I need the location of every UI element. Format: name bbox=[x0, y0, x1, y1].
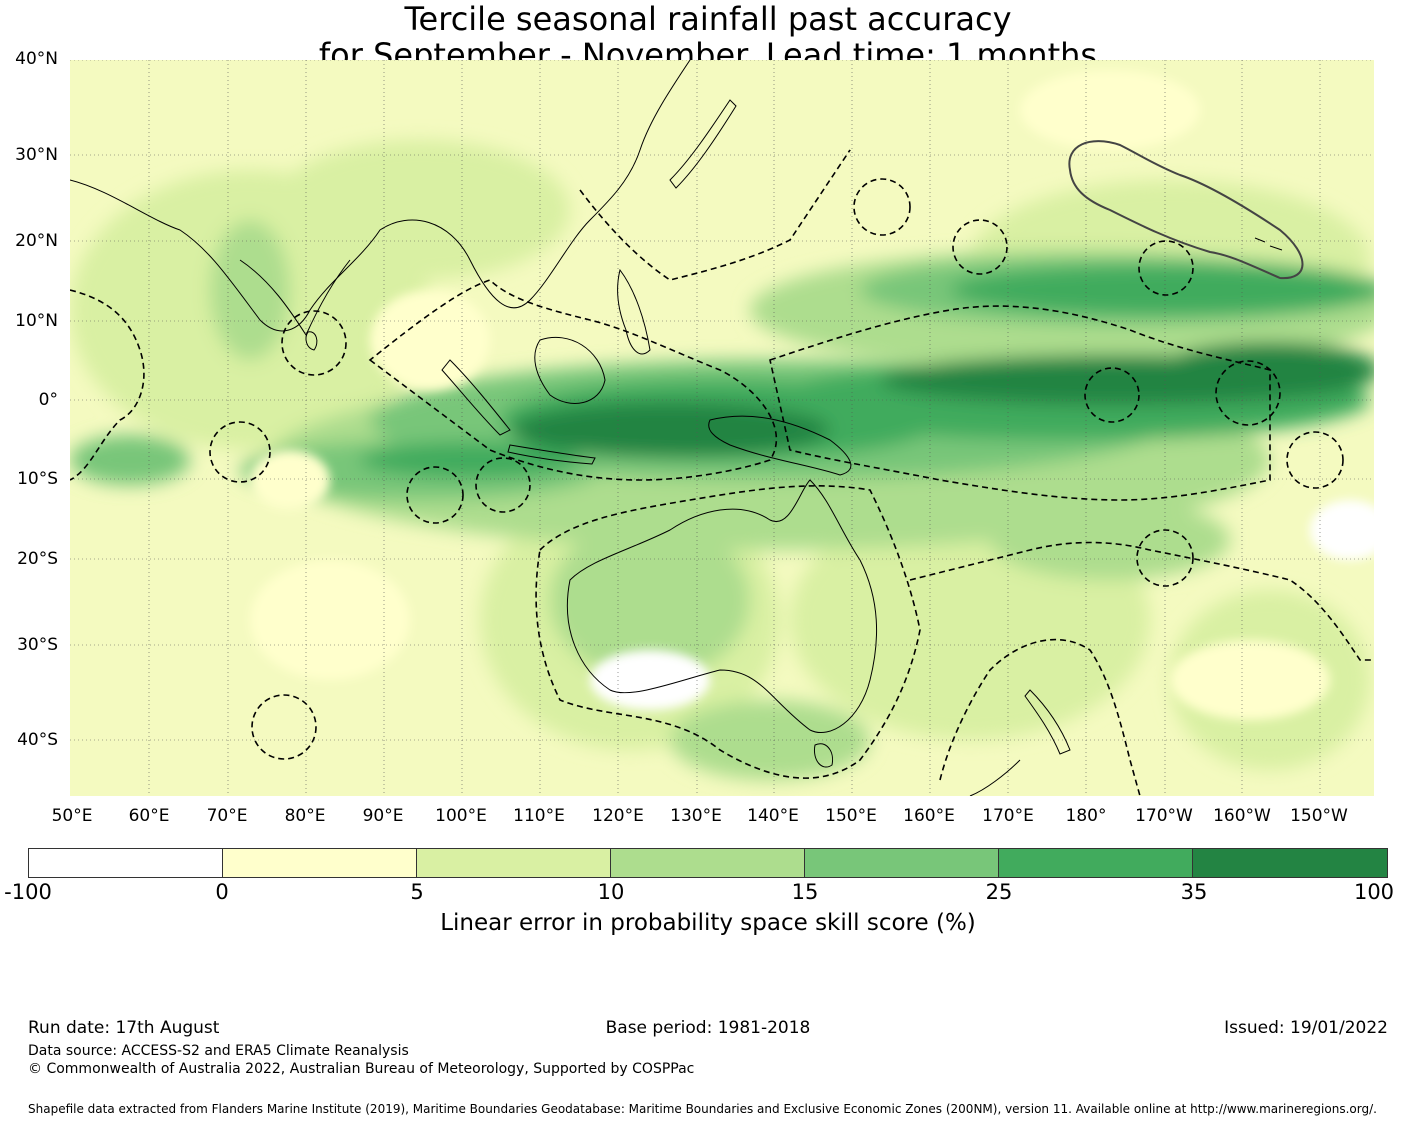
eez-png-pacific bbox=[769, 305, 1271, 501]
eez-circle-9 bbox=[1215, 360, 1281, 426]
lat-label-10n: 10°N bbox=[15, 311, 58, 331]
lat-label-10s: 10°S bbox=[17, 469, 58, 489]
philippines-coastline bbox=[617, 268, 651, 355]
hawaii-boundary-outline bbox=[1068, 140, 1304, 280]
eez-circle-5 bbox=[209, 421, 271, 483]
lat-label-0: 0° bbox=[38, 390, 58, 410]
eez-circle-4 bbox=[281, 310, 347, 376]
borneo-coastline bbox=[534, 336, 606, 404]
lon-label-70e: 70°E bbox=[206, 806, 248, 826]
colorbar-segment-6 bbox=[998, 849, 1193, 877]
lat-label-30n: 30°N bbox=[15, 145, 58, 165]
asia-coastline bbox=[70, 60, 691, 332]
lon-label-150e: 150°E bbox=[825, 806, 877, 826]
colorbar-tick-35: 35 bbox=[1180, 880, 1208, 904]
eez-circle-10 bbox=[251, 694, 317, 760]
eez-circle-1 bbox=[853, 178, 911, 236]
low-skill-patches bbox=[250, 70, 1374, 720]
run-date: Run date: 17th August bbox=[28, 1018, 220, 1038]
colorbar-label: Linear error in probability space skill … bbox=[440, 910, 976, 936]
lon-label-60e: 60°E bbox=[128, 806, 170, 826]
lon-label-160w: 160°W bbox=[1213, 806, 1271, 826]
lon-label-180: 180° bbox=[1065, 806, 1107, 826]
eez-australia bbox=[535, 485, 921, 779]
eez-circle-2 bbox=[952, 219, 1008, 275]
lon-label-50e: 50°E bbox=[51, 806, 93, 826]
lon-label-120e: 120°E bbox=[592, 806, 644, 826]
lon-label-150w: 150°W bbox=[1290, 806, 1348, 826]
eez-indian-ocean bbox=[70, 289, 145, 481]
colorbar-segment-4 bbox=[610, 849, 805, 877]
sumatra-coastline bbox=[441, 359, 511, 436]
lat-label-40s: 40°S bbox=[17, 730, 58, 750]
new-zealand-north-coastline bbox=[1024, 689, 1071, 755]
lon-label-80e: 80°E bbox=[284, 806, 326, 826]
japan-coastline bbox=[669, 99, 737, 189]
colorbar bbox=[28, 848, 1388, 878]
lon-label-90e: 90°E bbox=[362, 806, 404, 826]
colorbar-segment-3 bbox=[416, 849, 611, 877]
colorbar-segment-2 bbox=[222, 849, 417, 877]
eez-indonesia bbox=[368, 279, 778, 481]
eez-new-zealand bbox=[939, 638, 1141, 796]
eez-circle-7 bbox=[475, 457, 531, 513]
colorbar-segment-1 bbox=[29, 849, 223, 877]
java-coastline bbox=[507, 444, 596, 465]
lat-label-30s: 30°S bbox=[17, 635, 58, 655]
shapefile-credit: Shapefile data extracted from Flanders M… bbox=[28, 1102, 1377, 1116]
colorbar-tick-15: 15 bbox=[791, 880, 819, 904]
colorbar-segment-5 bbox=[804, 849, 999, 877]
colorbar-tick-5: 5 bbox=[410, 880, 424, 904]
eez-circle-3 bbox=[1138, 240, 1194, 296]
colorbar-tick-25: 25 bbox=[985, 880, 1013, 904]
lat-label-20s: 20°S bbox=[17, 549, 58, 569]
eez-circle-12 bbox=[1286, 431, 1344, 489]
colorbar-tick-0: 0 bbox=[215, 880, 229, 904]
issued-date: Issued: 19/01/2022 bbox=[1224, 1018, 1388, 1038]
eez-south-pacific bbox=[909, 541, 1374, 661]
australia-coastline bbox=[566, 479, 878, 733]
hawaii-coastline bbox=[1254, 237, 1283, 251]
lon-label-110e: 110°E bbox=[513, 806, 565, 826]
data-source: Data source: ACCESS-S2 and ERA5 Climate … bbox=[28, 1043, 409, 1059]
colorbar-tick-100: 100 bbox=[1353, 880, 1395, 904]
base-period: Base period: 1981-2018 bbox=[605, 1018, 811, 1038]
lat-label-20n: 20°N bbox=[15, 231, 58, 251]
eez-circle-6 bbox=[406, 466, 464, 524]
colorbar-segment-7 bbox=[1192, 849, 1387, 877]
coastlines bbox=[70, 60, 1283, 796]
lon-label-170w: 170°W bbox=[1135, 806, 1193, 826]
india-coastline bbox=[239, 259, 351, 337]
eez-western-pacific bbox=[579, 149, 851, 281]
colorbar-tick-neg100: -100 bbox=[4, 880, 52, 904]
lon-label-160e: 160°E bbox=[903, 806, 955, 826]
lon-label-170e: 170°E bbox=[982, 806, 1034, 826]
lon-label-100e: 100°E bbox=[435, 806, 487, 826]
new-zealand-south-coastline bbox=[969, 759, 1021, 796]
colorbar-tick-10: 10 bbox=[597, 880, 625, 904]
eez-boundaries bbox=[70, 149, 1374, 796]
eez-circle-11 bbox=[1136, 529, 1194, 587]
new-guinea-coastline bbox=[708, 415, 852, 476]
lat-label-40n: 40°N bbox=[15, 49, 58, 69]
map-title-line1: Tercile seasonal rainfall past accuracy bbox=[404, 0, 1012, 38]
eez-circle-8 bbox=[1084, 367, 1140, 423]
sri-lanka-coastline bbox=[305, 331, 318, 351]
rainfall-skill-map bbox=[70, 60, 1374, 796]
tasmania-coastline bbox=[813, 743, 834, 768]
copyright: © Commonwealth of Australia 2022, Austra… bbox=[28, 1061, 695, 1077]
lon-label-130e: 130°E bbox=[670, 806, 722, 826]
lon-label-140e: 140°E bbox=[747, 806, 799, 826]
